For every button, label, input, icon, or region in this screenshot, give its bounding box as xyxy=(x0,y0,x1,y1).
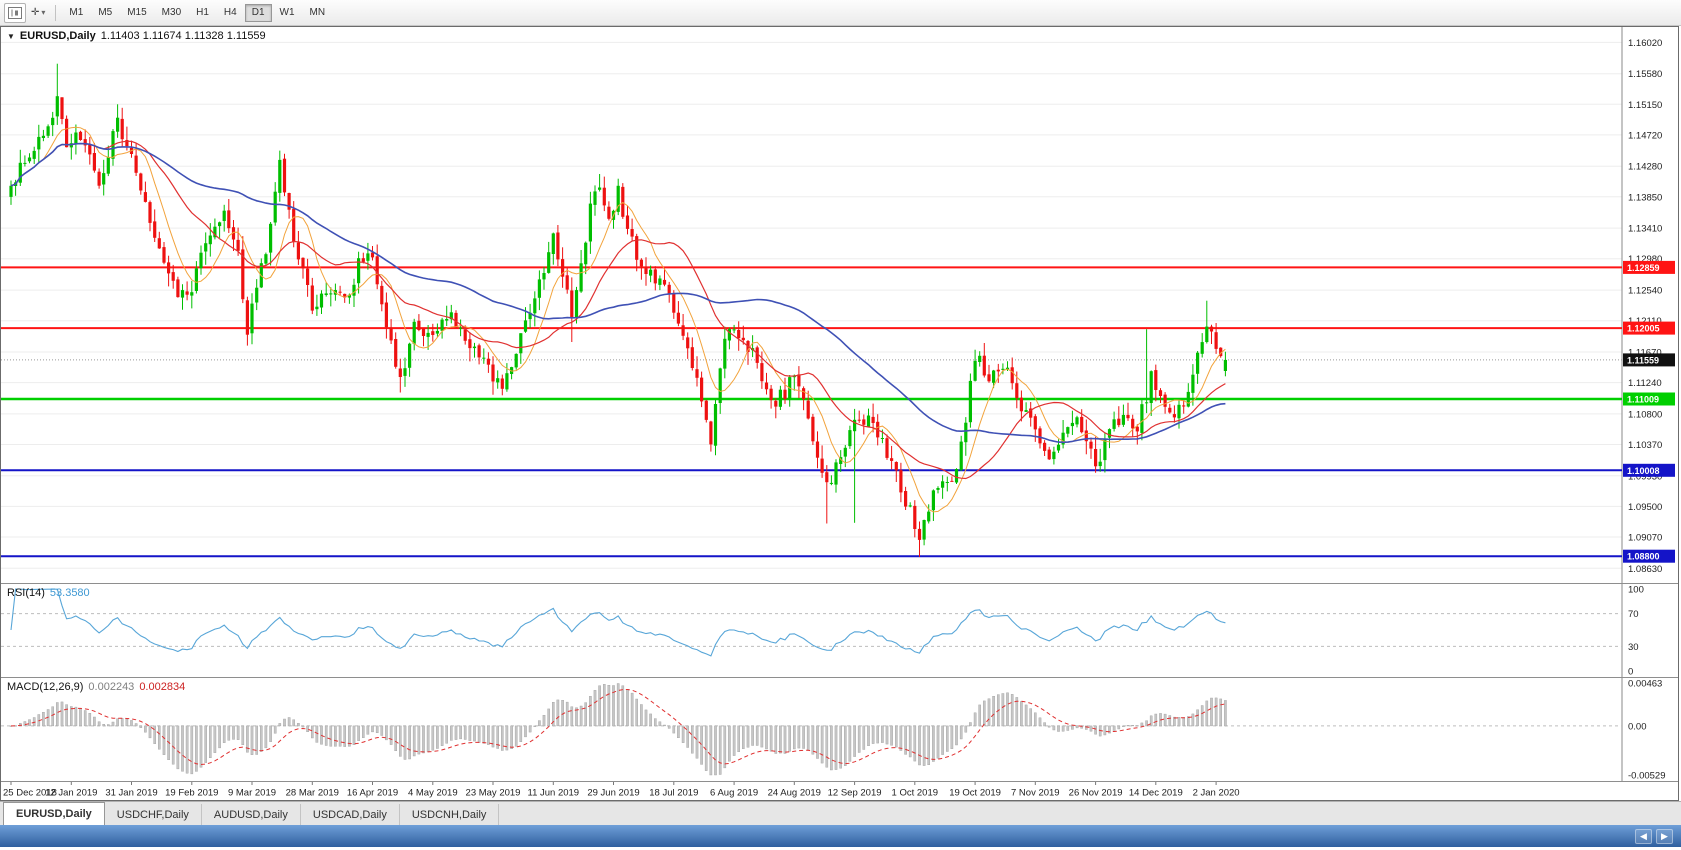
moving-average-line xyxy=(10,142,1226,444)
scroll-right-button[interactable]: ▶ xyxy=(1656,828,1673,844)
price-tick-label: 1.10370 xyxy=(1628,440,1662,451)
timeframe-button-H4[interactable]: H4 xyxy=(223,7,237,18)
date-label: 25 Dec 2018 xyxy=(3,788,57,799)
rsi-tick-label: 30 xyxy=(1628,642,1639,653)
chart-tabs-bar: EURUSD,Daily USDCHF,Daily AUDUSD,Daily USDC… xyxy=(0,801,1681,825)
chart-marker-icon[interactable]: ▼ xyxy=(7,31,15,41)
tab-usdcnh-daily[interactable]: USDCNH,Daily xyxy=(400,804,500,825)
rsi-line xyxy=(10,588,1226,657)
price-level-badge-label: 1.08800 xyxy=(1627,552,1660,562)
rsi-tick-label: 70 xyxy=(1628,609,1639,620)
timeframe-button-D1[interactable]: D1 xyxy=(244,3,272,22)
price-tick-label: 1.15580 xyxy=(1628,69,1662,80)
date-label: 11 Jun 2019 xyxy=(528,788,580,799)
tab-usdchf-daily[interactable]: USDCHF,Daily xyxy=(105,804,202,825)
date-label: 6 Aug 2019 xyxy=(710,788,758,799)
date-label: 14 Dec 2019 xyxy=(1129,788,1183,799)
price-level-badge xyxy=(1623,463,1675,477)
date-label: 12 Jan 2019 xyxy=(45,788,97,799)
chevron-down-icon: ▾ xyxy=(41,8,46,17)
date-label: 2 Jan 2020 xyxy=(1193,788,1240,799)
timeframe-button-W1[interactable]: W1 xyxy=(279,7,295,18)
price-level-badge xyxy=(1623,321,1675,335)
current-price-badge-label: 1.11559 xyxy=(1627,355,1659,365)
date-label: 23 May 2019 xyxy=(466,788,521,799)
date-label: 28 Mar 2019 xyxy=(286,788,339,799)
macd-canvas[interactable]: 0.00463 0.00 -0.00529 xyxy=(1,678,1678,782)
date-label: 31 Jan 2019 xyxy=(105,788,157,799)
timeframe-button-MN[interactable]: MN xyxy=(309,7,326,18)
date-label: 9 Mar 2019 xyxy=(228,788,276,799)
price-tick-label: 1.08630 xyxy=(1628,564,1662,575)
timeframe-button-H1[interactable]: H1 xyxy=(196,7,209,18)
price-chart-canvas[interactable]: 1.16020 1.15580 1.15150 1.14720 1.14280 1.138… xyxy=(1,27,1678,583)
cursor-tool-button[interactable]: ✛ ▾ xyxy=(27,3,49,23)
price-level-badge-label: 1.12005 xyxy=(1627,324,1660,334)
macd-signal-line xyxy=(11,688,1226,766)
tab-audusd-daily[interactable]: AUDUSD,Daily xyxy=(202,804,301,825)
timeframe-group: M1 M5 M15 M30 H1 H4 D1 W1 MN xyxy=(62,3,332,22)
toolbar-separator xyxy=(55,4,57,21)
date-label: 18 Jul 2019 xyxy=(649,788,698,799)
chart-window-icon xyxy=(8,6,22,19)
price-tick-label: 1.10800 xyxy=(1628,409,1662,420)
price-tick-label: 1.12980 xyxy=(1628,254,1662,265)
price-level-badge xyxy=(1623,392,1675,406)
date-label: 16 Apr 2019 xyxy=(347,788,398,799)
current-price-badge xyxy=(1623,353,1675,367)
price-level-badge-label: 1.12859 xyxy=(1627,263,1660,273)
macd-tick-label: 0.00 xyxy=(1628,721,1647,732)
price-tick-label: 1.11670 xyxy=(1628,348,1662,359)
rsi-tick-label: 100 xyxy=(1628,585,1644,596)
date-label: 19 Feb 2019 xyxy=(165,788,218,799)
tab-eurusd-daily[interactable]: EURUSD,Daily xyxy=(3,802,105,825)
date-label: 12 Sep 2019 xyxy=(828,788,882,799)
macd-tick-label: -0.00529 xyxy=(1628,771,1666,782)
timeframe-button-M30[interactable]: M30 xyxy=(161,7,182,18)
price-tick-label: 1.15150 xyxy=(1628,100,1662,111)
tab-usdcad-daily[interactable]: USDCAD,Daily xyxy=(301,804,400,825)
moving-average-line xyxy=(10,140,1226,480)
macd-panel[interactable]: MACD(12,26,9) 0.002243 0.002834 0.00463 0… xyxy=(1,677,1678,782)
time-axis[interactable]: 25 Dec 2018 12 Jan 2019 31 Jan 2019 19 Feb … xyxy=(1,781,1678,800)
top-toolbar: ✛ ▾ M1 M5 M15 M30 H1 H4 D1 W1 MN xyxy=(0,0,1681,26)
date-label: 29 Jun 2019 xyxy=(587,788,639,799)
date-label: 7 Nov 2019 xyxy=(1011,788,1060,799)
date-label: 24 Aug 2019 xyxy=(768,788,821,799)
price-level-badge xyxy=(1623,260,1675,274)
rsi-canvas[interactable]: 100 70 30 0 xyxy=(1,584,1678,678)
crosshair-icon: ✛ xyxy=(31,7,40,18)
date-label: 1 Oct 2019 xyxy=(892,788,938,799)
price-tick-label: 1.14720 xyxy=(1628,130,1662,141)
timeframe-button-M5[interactable]: M5 xyxy=(98,7,113,18)
date-label: 4 May 2019 xyxy=(408,788,458,799)
price-tick-label: 1.09070 xyxy=(1628,533,1662,544)
scroll-left-button[interactable]: ◀ xyxy=(1635,828,1652,844)
price-tick-label: 1.13410 xyxy=(1628,224,1662,235)
main-chart-panel[interactable]: ▼ EURUSD,Daily 1.11403 1.11674 1.11328 1… xyxy=(1,27,1678,583)
price-tick-label: 1.14280 xyxy=(1628,162,1662,173)
price-tick-label: 1.09500 xyxy=(1628,502,1662,513)
timeframe-button-M1[interactable]: M1 xyxy=(69,7,84,18)
price-tick-label: 1.12540 xyxy=(1628,286,1662,297)
bottom-status-strip: ◀ ▶ xyxy=(0,825,1681,847)
timeframe-button-M15[interactable]: M15 xyxy=(127,7,147,18)
chart-area: ▼ EURUSD,Daily 1.11403 1.11674 1.11328 1… xyxy=(0,26,1679,801)
moving-average-line xyxy=(10,126,1226,513)
price-level-badge xyxy=(1623,549,1675,563)
date-label: 26 Nov 2019 xyxy=(1069,788,1123,799)
price-tick-label: 1.16020 xyxy=(1628,38,1662,49)
rsi-tick-label: 0 xyxy=(1628,667,1633,678)
macd-tick-label: 0.00463 xyxy=(1628,679,1662,690)
date-label: 19 Oct 2019 xyxy=(949,788,1001,799)
chart-window-button[interactable] xyxy=(4,2,26,23)
price-level-badge-label: 1.11009 xyxy=(1627,395,1659,405)
rsi-panel[interactable]: RSI(14) 53.3580 100 70 30 0 xyxy=(1,583,1678,678)
price-tick-label: 1.11240 xyxy=(1628,378,1662,389)
price-level-badge-label: 1.10008 xyxy=(1627,466,1660,476)
price-tick-label: 1.13850 xyxy=(1628,192,1662,203)
